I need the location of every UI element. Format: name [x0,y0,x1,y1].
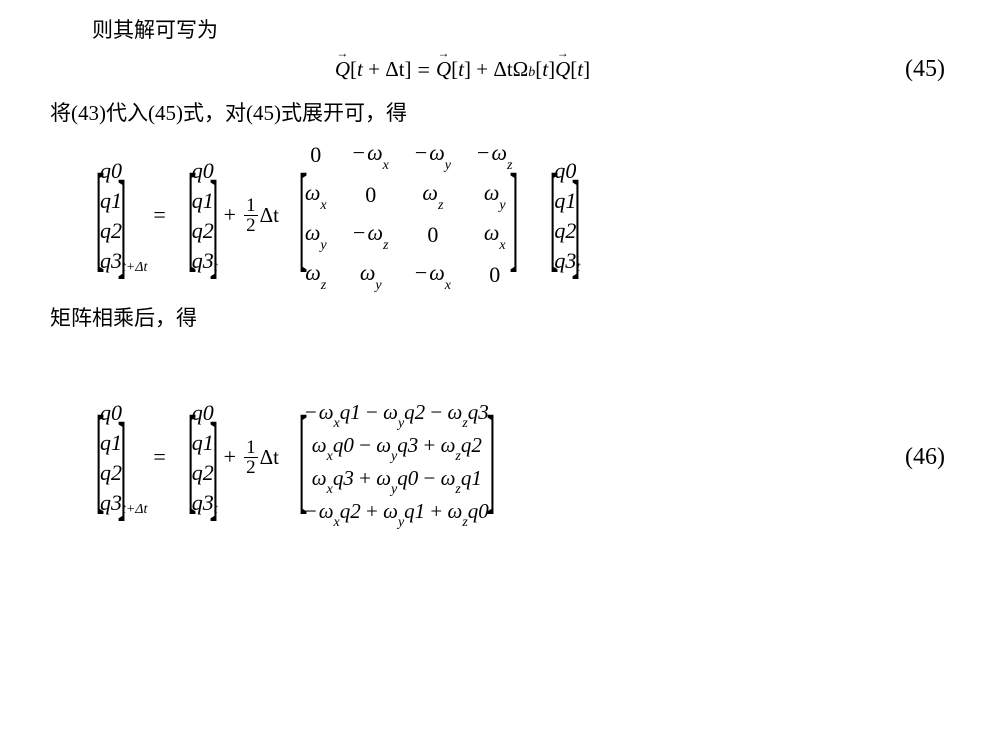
equation-46-row: [ q0 q1 q2 q3 ]t+Δt = [ q0 q1 q2 q3 ]t + [50,398,945,518]
m21: −ωz [353,218,388,252]
r3: −ωxq2 + ωyq1 + ωzq0 [305,497,489,530]
intro-line-2: 将(43)代入(45)式，对(45)式展开可，得 [50,99,945,128]
dt-c: Δt [260,443,279,472]
r0: −ωxq1 − ωyq2 − ωzq3 [305,398,489,431]
m12: ωz [422,178,443,212]
m33: 0 [489,260,500,291]
dt-b: Δt [260,201,279,230]
m22: 0 [427,220,438,251]
r2: ωxq3 + ωyq0 − ωzq1 [305,464,489,497]
m03: −ωz [477,138,512,172]
m20: ωy [305,218,327,252]
omega-matrix: 0 −ωx −ωy −ωz ωx 0 ωz ωy ωy −ωz 0 ωx ωz … [305,138,513,292]
half-num: 1 [244,196,258,216]
equation-45: →Q[t + Δt] = →Q[t] + Δt Ωb[t] →Q[t] [50,55,875,86]
half-den: 2 [244,216,258,235]
m30: ωz [305,258,326,292]
r1: ωxq0 − ωyq3 + ωzq2 [305,431,489,464]
half-num2: 1 [244,438,258,458]
one-half-46: 1 2 [244,438,258,477]
m00: 0 [310,140,321,171]
sym-Omegab: Ω [513,55,529,84]
page-root: 则其解可写为 →Q[t + Δt] = →Q[t] + Δt Ωb[t] →Q[… [0,0,995,550]
equation-46-number: (46) [875,441,945,475]
sym-dt: Δt [385,55,404,84]
m32: −ωx [415,258,451,292]
m02: −ωy [415,138,451,172]
intro-line-3: 矩阵相乘后，得 [50,304,945,333]
m13: ωy [484,178,506,212]
m11: 0 [365,180,376,211]
one-half: 1 2 [244,196,258,235]
m23: ωx [484,218,506,252]
m31: ωy [360,258,382,292]
sym-dt2: Δt [493,55,512,84]
equation-45-row: →Q[t + Δt] = →Q[t] + Δt Ωb[t] →Q[t] (45) [50,53,945,87]
equation-45-number: (45) [875,53,945,87]
equation-46: [ q0 q1 q2 q3 ]t+Δt = [ q0 q1 q2 q3 ]t + [50,398,875,518]
m10: ωx [305,178,327,212]
half-den2: 2 [244,458,258,477]
equation-matrix-expanded: [ q0 q1 q2 q3 ]t+Δt = [ q0 q1 q2 q3 ]t [50,138,875,292]
equation-matrix-expanded-row: [ q0 q1 q2 q3 ]t+Δt = [ q0 q1 q2 q3 ]t [50,138,945,292]
m01: −ωx [353,138,389,172]
intro-line-1: 则其解可写为 [50,16,945,45]
sym-Omegab-sub: b [528,63,535,83]
result-vector-46: −ωxq1 − ωyq2 − ωzq3 ωxq0 − ωyq3 + ωzq2 ω… [305,398,489,518]
